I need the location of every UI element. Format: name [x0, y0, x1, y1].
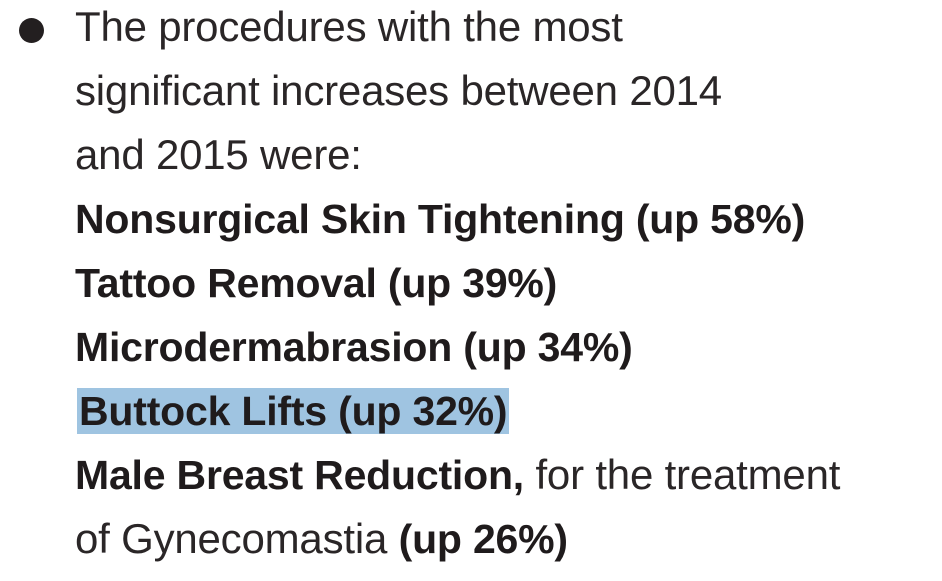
procedure-name: Microdermabrasion (up 34%)	[75, 324, 633, 370]
intro-line-2: significant increases between 2014	[75, 67, 722, 114]
procedure-percent: (up 26%)	[398, 516, 568, 562]
intro-line-1: The procedures with the most	[75, 3, 623, 50]
bullet-point	[19, 18, 44, 43]
procedure-item-continuation: of Gynecomastia (up 26%)	[75, 507, 935, 571]
procedure-item-selected: Buttock Lifts (up 32%)	[75, 379, 935, 443]
procedure-item: Tattoo Removal (up 39%)	[75, 251, 935, 315]
procedure-description: of Gynecomastia	[75, 515, 399, 562]
procedure-item: Microdermabrasion (up 34%)	[75, 315, 935, 379]
bullet-content: The procedures with the most significant…	[75, 0, 935, 571]
intro-line-3: and 2015 were:	[75, 131, 362, 178]
procedure-name: Tattoo Removal (up 39%)	[75, 260, 558, 306]
highlighted-procedure-name[interactable]: Buttock Lifts (up 32%)	[77, 388, 510, 434]
procedure-name: Nonsurgical Skin Tightening (up 58%)	[75, 196, 806, 242]
procedure-item: Male Breast Reduction, for the treatment	[75, 443, 935, 507]
procedure-item: Nonsurgical Skin Tightening (up 58%)	[75, 187, 935, 251]
procedure-name: Male Breast Reduction,	[75, 452, 524, 498]
procedure-description: for the treatment	[523, 451, 841, 498]
